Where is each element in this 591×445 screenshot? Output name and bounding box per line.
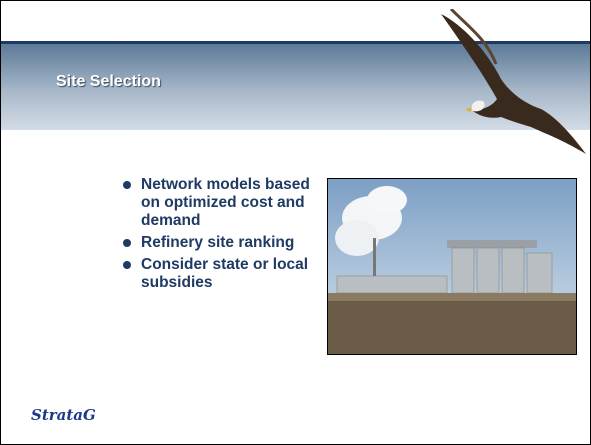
bullet-list: Network models based on optimized cost a… bbox=[121, 176, 311, 296]
slide: Site Selection Network models based on o… bbox=[0, 0, 591, 445]
logo: StrataG bbox=[31, 406, 96, 424]
refinery-photo bbox=[327, 178, 577, 355]
bullet-item: Consider state or local subsidies bbox=[121, 256, 311, 292]
bullet-item: Network models based on optimized cost a… bbox=[121, 176, 311, 230]
bullet-item: Refinery site ranking bbox=[121, 234, 311, 252]
eagle-image bbox=[431, 9, 591, 159]
slide-title: Site Selection bbox=[56, 73, 161, 91]
